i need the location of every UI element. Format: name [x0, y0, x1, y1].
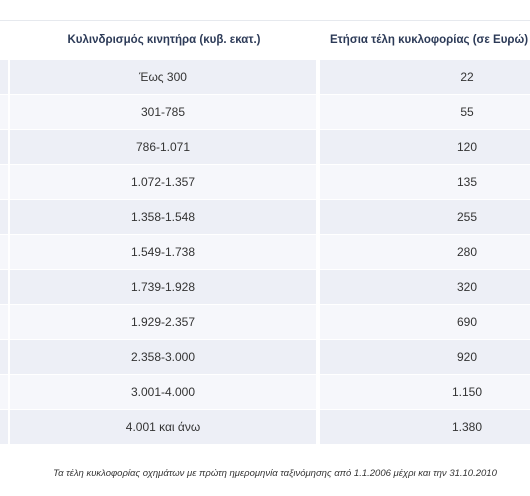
annual-fee-cell: 320	[320, 270, 530, 304]
header-engine-cc: Κυλινδρισμός κινητήρα (κυβ. εκατ.)	[67, 34, 261, 46]
row-stub-cell	[0, 375, 8, 409]
row-stub-cell	[0, 270, 8, 304]
row-stub-cell	[0, 200, 8, 234]
row-stub-cell	[0, 165, 8, 199]
top-divider	[0, 20, 530, 21]
engine-cc-cell: 301-785	[10, 95, 316, 129]
engine-cc-cell: 1.739-1.928	[10, 270, 316, 304]
table-footnote: Τα τέλη κυκλοφορίας οχημάτων με πρώτη ημ…	[53, 468, 497, 479]
annual-fee-cell: 120	[320, 130, 530, 164]
row-stub-cell	[0, 340, 8, 374]
table-row: 786-1.071 120	[0, 129, 530, 164]
table-row: 3.001-4.000 1.150	[0, 374, 530, 409]
annual-fee-value: 920	[456, 350, 478, 364]
annual-fee-cell: 690	[320, 305, 530, 339]
engine-cc-cell: Έως 300	[10, 60, 316, 94]
row-stub-cell	[0, 60, 8, 94]
annual-fee-cell: 55	[320, 95, 530, 129]
table-row: Έως 300 22	[0, 59, 530, 94]
annual-fee-value: 120	[456, 140, 478, 154]
annual-fee-value: 690	[456, 315, 478, 329]
annual-fee-cell: 255	[320, 200, 530, 234]
table-row: 1.929-2.357 690	[0, 304, 530, 339]
annual-fee-cell: 280	[320, 235, 530, 269]
annual-fee-cell: 1.150	[320, 375, 530, 409]
annual-fee-value: 280	[456, 245, 478, 259]
annual-fee-value: 22	[460, 70, 474, 84]
table-row: 1.072-1.357 135	[0, 164, 530, 199]
engine-cc-cell: 1.358-1.548	[10, 200, 316, 234]
row-stub-cell	[0, 95, 8, 129]
table-row: 2.358-3.000 920	[0, 339, 530, 374]
table-body: Έως 300 22 301-785 55 786-1.071 120 1.072-1.35…	[0, 59, 530, 444]
table-header-row: Κυλινδρισμός κινητήρα (κυβ. εκατ.) Ετήσι…	[0, 21, 530, 59]
annual-fee-cell: 920	[320, 340, 530, 374]
annual-fee-cell: 1.380	[320, 410, 530, 444]
engine-cc-cell: 786-1.071	[10, 130, 316, 164]
road-tax-table: Κυλινδρισμός κινητήρα (κυβ. εκατ.) Ετήσι…	[0, 21, 530, 444]
table-row: 1.358-1.548 255	[0, 199, 530, 234]
table-row: 1.549-1.738 280	[0, 234, 530, 269]
table-row: 1.739-1.928 320	[0, 269, 530, 304]
engine-cc-cell: 3.001-4.000	[10, 375, 316, 409]
table-row: 301-785 55	[0, 94, 530, 129]
row-stub-cell	[0, 130, 8, 164]
engine-cc-cell: 1.549-1.738	[10, 235, 316, 269]
annual-fee-cell: 22	[320, 60, 530, 94]
annual-fee-value: 1.380	[451, 420, 483, 434]
annual-fee-cell: 135	[320, 165, 530, 199]
annual-fee-value: 135	[456, 175, 478, 189]
row-stub-cell	[0, 235, 8, 269]
annual-fee-value: 255	[456, 210, 478, 224]
header-annual-fee: Ετήσια τέλη κυκλοφορίας (σε Ευρώ)	[330, 34, 529, 46]
annual-fee-value: 320	[456, 280, 478, 294]
table-row: 4.001 και άνω 1.380	[0, 409, 530, 444]
engine-cc-cell: 1.929-2.357	[10, 305, 316, 339]
engine-cc-cell: 4.001 και άνω	[10, 410, 316, 444]
engine-cc-cell: 2.358-3.000	[10, 340, 316, 374]
annual-fee-value: 55	[460, 105, 474, 119]
annual-fee-value: 1.150	[451, 385, 483, 399]
engine-cc-cell: 1.072-1.357	[10, 165, 316, 199]
header-stub-cell	[0, 21, 10, 59]
row-stub-cell	[0, 305, 8, 339]
row-stub-cell	[0, 410, 8, 444]
